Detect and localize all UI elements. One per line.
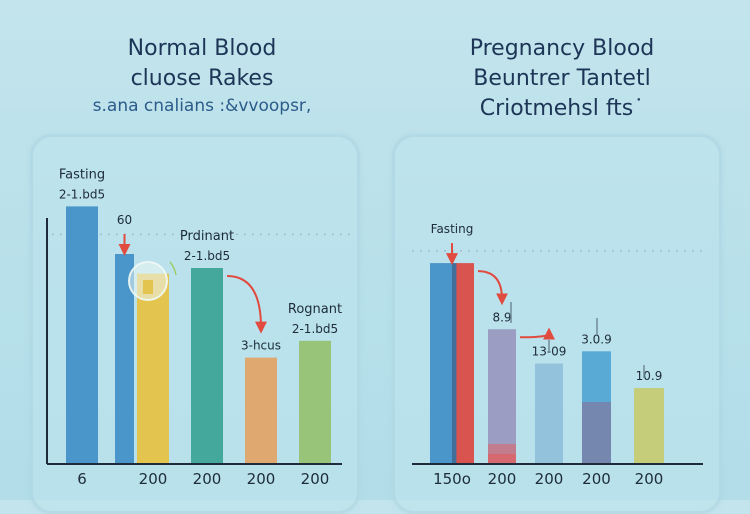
- right-bar-accent: [488, 454, 516, 464]
- left-x-tick-label: 200: [301, 470, 330, 488]
- left-x-tick-label: 200: [247, 470, 276, 488]
- charts-svg: Fasting 2-1.bd5 6 60 200 Prdinant 2-1.bd5 200 3-…: [46, 167, 705, 488]
- left-bar-label: Prdinant: [180, 229, 234, 244]
- right-bar-accent: [488, 444, 516, 454]
- right-chart-title: Pregnancy Blood Beuntrer Tantetl Criotme…: [392, 34, 732, 124]
- right-bar-label: 3.0.9: [581, 332, 612, 346]
- left-chart-title: Normal Blood cluose Rakes: [32, 34, 372, 94]
- left-bar: [245, 357, 277, 464]
- right-x-tick-label: 150o: [433, 470, 471, 488]
- right-x-tick-label: 200: [535, 470, 564, 488]
- right-bar: [488, 329, 516, 464]
- right-bar-secondary: [456, 263, 474, 464]
- magnifier-arc: [169, 261, 177, 276]
- right-annotation-arrow: [477, 270, 508, 306]
- left-bar: [66, 206, 98, 464]
- magnifier-bar-piece: [143, 280, 153, 294]
- left-bar: [115, 254, 134, 464]
- right-bar-divider: [452, 263, 458, 464]
- left-x-tick-label: 200: [193, 470, 222, 488]
- left-title-line-2: cluose Rakes: [130, 66, 274, 91]
- left-bar-label: 60: [117, 213, 132, 227]
- right-x-tick-label: 200: [635, 470, 664, 488]
- right-bar-label: Fasting: [431, 222, 474, 236]
- left-bar-label: 3-hcus: [241, 339, 281, 353]
- left-bar-label: Fasting: [59, 167, 105, 182]
- left-bar-label: 2-1.bd5: [59, 187, 105, 201]
- left-annotation-arrow: [226, 275, 267, 334]
- right-bar: [535, 363, 563, 464]
- left-bar: [299, 340, 331, 464]
- right-title-line-1: Pregnancy Blood: [469, 36, 655, 61]
- right-bar-secondary: [582, 402, 611, 464]
- left-x-tick-label: 6: [77, 470, 87, 488]
- right-x-tick-label: 200: [488, 470, 517, 488]
- right-title-line-3: Criotmehsl fts˙: [479, 96, 645, 121]
- right-title-line-2: Beuntrer Tantetl: [473, 66, 651, 91]
- right-x-tick-label: 200: [582, 470, 611, 488]
- left-bar-label: Rognant: [288, 302, 342, 317]
- left-title-line-1: Normal Blood: [127, 36, 277, 61]
- left-bar-label: 2-1.bd5: [184, 249, 230, 263]
- right-bar-label: 8.9: [492, 310, 511, 324]
- left-bar: [191, 268, 223, 464]
- left-bar-label: 2-1.bd5: [292, 322, 338, 336]
- right-annotation-arrow: [519, 327, 555, 340]
- left-bar: [137, 273, 169, 464]
- right-bar: [634, 388, 664, 464]
- right-bar: [430, 263, 455, 464]
- left-x-tick-label: 200: [139, 470, 168, 488]
- right-bar-label: 10.9: [636, 369, 663, 383]
- left-chart-subtitle: s.ana cnalians :&vvoopsr,: [92, 96, 312, 116]
